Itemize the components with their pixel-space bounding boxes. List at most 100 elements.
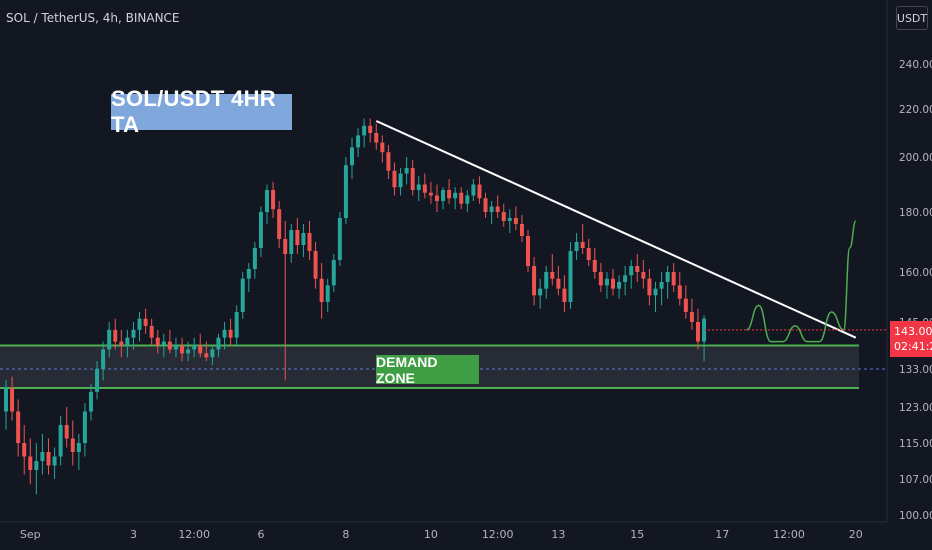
candle-body bbox=[592, 260, 597, 272]
candle-body bbox=[495, 206, 500, 212]
candle-body bbox=[10, 388, 15, 412]
candle-body bbox=[629, 266, 634, 276]
candle-body bbox=[422, 184, 427, 193]
candle-body bbox=[392, 170, 397, 188]
candle-body bbox=[113, 329, 118, 342]
candle-body bbox=[173, 345, 178, 350]
x-tick-label: 12:00 bbox=[773, 528, 805, 541]
currency-unit-button[interactable]: USDT bbox=[896, 6, 928, 30]
candle-body bbox=[507, 218, 512, 221]
candle-body bbox=[46, 452, 51, 466]
candle-body bbox=[228, 329, 233, 338]
candle-body bbox=[362, 125, 367, 136]
candle-body bbox=[343, 165, 348, 218]
candle-body bbox=[88, 391, 93, 412]
candle-body bbox=[695, 322, 700, 342]
candle-body bbox=[161, 341, 166, 346]
descending-trendline bbox=[375, 120, 857, 339]
x-tick-label: 6 bbox=[257, 528, 264, 541]
y-tick-label: 100.00 bbox=[899, 510, 932, 522]
candle-body bbox=[386, 152, 391, 171]
candle-body bbox=[441, 190, 446, 201]
x-tick-label: Sep bbox=[20, 528, 41, 541]
candle-body bbox=[125, 337, 130, 346]
candle-body bbox=[598, 272, 603, 286]
x-tick-label: 10 bbox=[424, 528, 438, 541]
candle-body bbox=[52, 456, 57, 466]
candle-body bbox=[240, 278, 245, 312]
candle-body bbox=[611, 278, 615, 289]
candle-body bbox=[410, 168, 415, 190]
candle-body bbox=[519, 224, 524, 236]
candle-body bbox=[532, 266, 537, 296]
candle-body bbox=[544, 272, 549, 289]
candle-body bbox=[143, 318, 148, 326]
candle-body bbox=[289, 230, 294, 254]
candle-body bbox=[137, 318, 142, 330]
candle-body bbox=[665, 272, 670, 282]
candle-body bbox=[101, 349, 106, 369]
candle-body bbox=[40, 452, 45, 461]
candle-body bbox=[562, 288, 567, 302]
candle-body bbox=[34, 461, 39, 470]
candle-body bbox=[186, 349, 191, 354]
candle-body bbox=[167, 341, 172, 350]
candle-body bbox=[64, 425, 69, 439]
candle-body bbox=[131, 329, 136, 338]
candle-body bbox=[216, 337, 221, 350]
candle-body bbox=[155, 337, 160, 346]
candle-body bbox=[82, 411, 87, 443]
candle-body bbox=[653, 288, 658, 296]
candle-body bbox=[192, 345, 197, 350]
candle-body bbox=[398, 173, 403, 188]
x-tick-label: 12:00 bbox=[482, 528, 514, 541]
candle-body bbox=[513, 218, 518, 224]
x-tick-label: 17 bbox=[715, 528, 729, 541]
candle-body bbox=[356, 135, 361, 148]
candle-body bbox=[58, 425, 63, 457]
symbol-info: SOL / TetherUS, 4h, BINANCE bbox=[6, 11, 180, 25]
candle-body bbox=[526, 236, 531, 266]
candle-body bbox=[635, 266, 640, 272]
candle-body bbox=[258, 212, 263, 248]
candle-body bbox=[604, 278, 609, 286]
x-tick-label: 8 bbox=[342, 528, 349, 541]
x-tick-label: 12:00 bbox=[178, 528, 210, 541]
candle-body bbox=[337, 218, 342, 260]
candle-body bbox=[119, 341, 124, 346]
candle-body bbox=[689, 312, 694, 322]
y-tick-label: 160.00 bbox=[899, 267, 932, 279]
candle-body bbox=[70, 438, 75, 452]
demand-zone-label: DEMAND ZONE bbox=[376, 354, 479, 386]
candle-body bbox=[277, 209, 282, 239]
candle-body bbox=[453, 192, 458, 199]
candle-body bbox=[107, 329, 112, 350]
y-tick-label: 180.00 bbox=[899, 207, 932, 219]
candle-body bbox=[319, 278, 324, 302]
candle-body bbox=[149, 325, 154, 338]
candle-body bbox=[404, 168, 409, 174]
x-tick-label: 13 bbox=[551, 528, 565, 541]
candle-body bbox=[483, 198, 488, 212]
candle-body bbox=[313, 251, 318, 279]
candle-body bbox=[380, 142, 385, 153]
candle-body bbox=[465, 195, 470, 204]
candle-body bbox=[617, 282, 622, 289]
candle-body bbox=[550, 272, 555, 279]
candle-body bbox=[283, 239, 288, 254]
candle-body bbox=[76, 443, 81, 452]
candle-body bbox=[623, 275, 628, 282]
candle-body bbox=[349, 147, 354, 166]
candle-body bbox=[331, 260, 336, 286]
candle-body bbox=[434, 195, 439, 201]
candle-body bbox=[574, 242, 579, 251]
y-tick-label: 240.00 bbox=[899, 59, 932, 71]
y-tick-label: 133.00 bbox=[899, 364, 932, 376]
candle-body bbox=[16, 411, 21, 443]
y-tick-label: 123.00 bbox=[899, 402, 932, 414]
candle-body bbox=[471, 184, 476, 196]
candle-body bbox=[671, 272, 676, 286]
candle-body bbox=[252, 248, 257, 269]
candle-body bbox=[374, 133, 379, 143]
